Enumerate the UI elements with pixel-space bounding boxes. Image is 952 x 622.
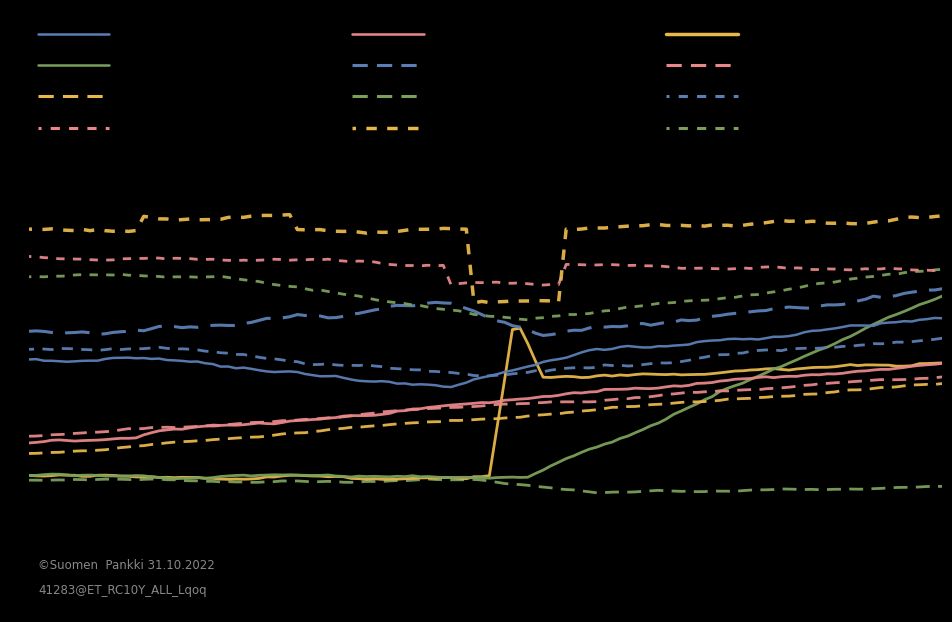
- Text: 41283@ET_RC10Y_ALL_Lqoq: 41283@ET_RC10Y_ALL_Lqoq: [38, 584, 207, 597]
- Text: ©Suomen  Pankki 31.10.2022: ©Suomen Pankki 31.10.2022: [38, 559, 215, 572]
